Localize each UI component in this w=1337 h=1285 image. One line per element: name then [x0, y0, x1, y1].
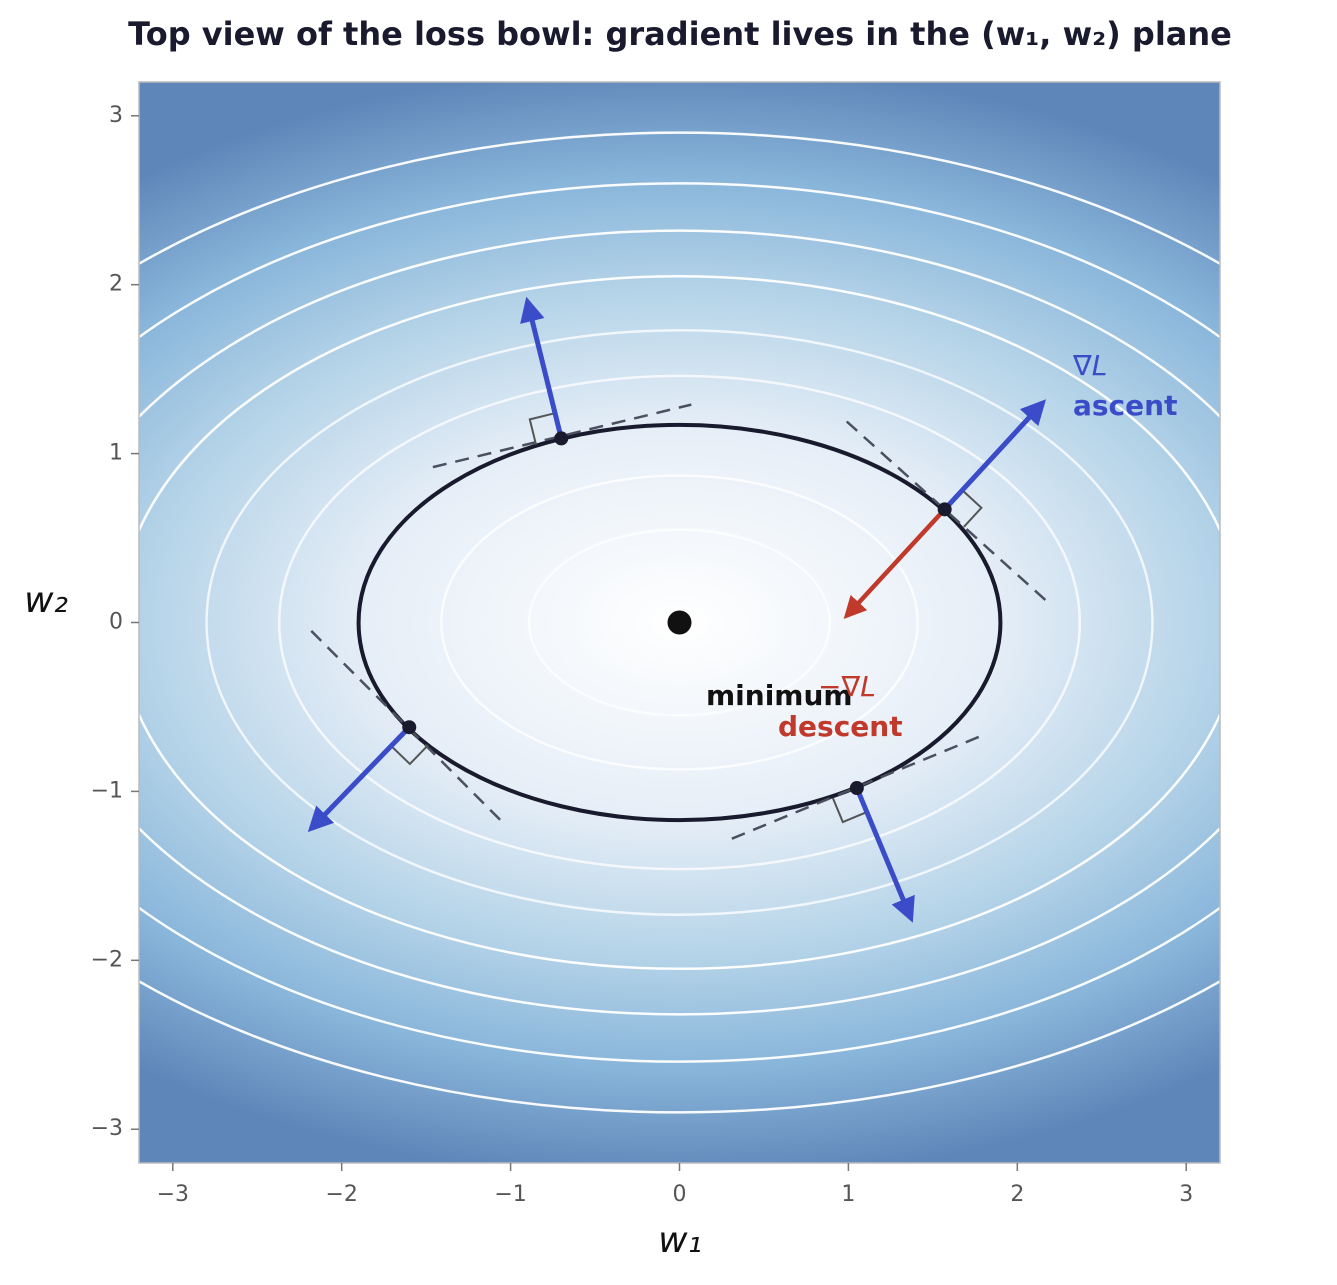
- descent-arrow: [843, 507, 947, 620]
- x-tick-label: −3: [157, 1182, 189, 1207]
- y-axis-label: w₂: [24, 580, 68, 621]
- contour-line: [139, 182, 1220, 1063]
- tangent-point: [937, 502, 952, 517]
- tangent-point: [554, 431, 569, 446]
- plot-area: [139, 131, 1220, 1114]
- contour-line: [139, 131, 1220, 1114]
- minimum-label: minimum: [706, 679, 853, 712]
- minimum-point: [667, 610, 692, 635]
- x-tick-label: 1: [841, 1182, 855, 1207]
- x-tick-label: 2: [1010, 1182, 1024, 1207]
- x-tick-label: −1: [494, 1182, 526, 1207]
- contour-line: [139, 275, 1220, 970]
- x-tick-label: 3: [1179, 1182, 1193, 1207]
- x-axis-label: w₁: [658, 1220, 702, 1261]
- y-tick-label: 2: [109, 272, 123, 297]
- ascent-arrow: [854, 787, 915, 923]
- y-tick-label: −1: [91, 778, 123, 803]
- x-tick-label: 0: [673, 1182, 687, 1207]
- highlight-contour: [356, 422, 1003, 823]
- chart-title: Top view of the loss bowl: gradient live…: [128, 15, 1232, 53]
- y-tick-label: 0: [109, 610, 123, 635]
- ascent-arrow: [520, 296, 564, 439]
- contour-line: [205, 329, 1154, 916]
- y-tick-label: −2: [91, 947, 123, 972]
- ascent-label: ascent: [1073, 389, 1177, 422]
- ascent-arrow: [307, 725, 412, 833]
- descent-symbol: −∇L: [818, 670, 876, 703]
- contour-line: [277, 374, 1082, 871]
- contour-line: [527, 528, 832, 717]
- x-tick-label: −2: [325, 1182, 357, 1207]
- y-tick-label: 3: [109, 103, 123, 128]
- contour-line: [139, 229, 1220, 1016]
- tangent-point: [849, 781, 864, 796]
- descent-label: descent: [778, 710, 903, 743]
- y-tick-label: 1: [109, 441, 123, 466]
- y-tick-label: −3: [91, 1116, 123, 1141]
- contour-line: [440, 474, 919, 771]
- ascent-symbol: ∇L: [1072, 349, 1107, 382]
- tangent-point: [402, 720, 417, 735]
- ascent-arrow: [942, 399, 1047, 512]
